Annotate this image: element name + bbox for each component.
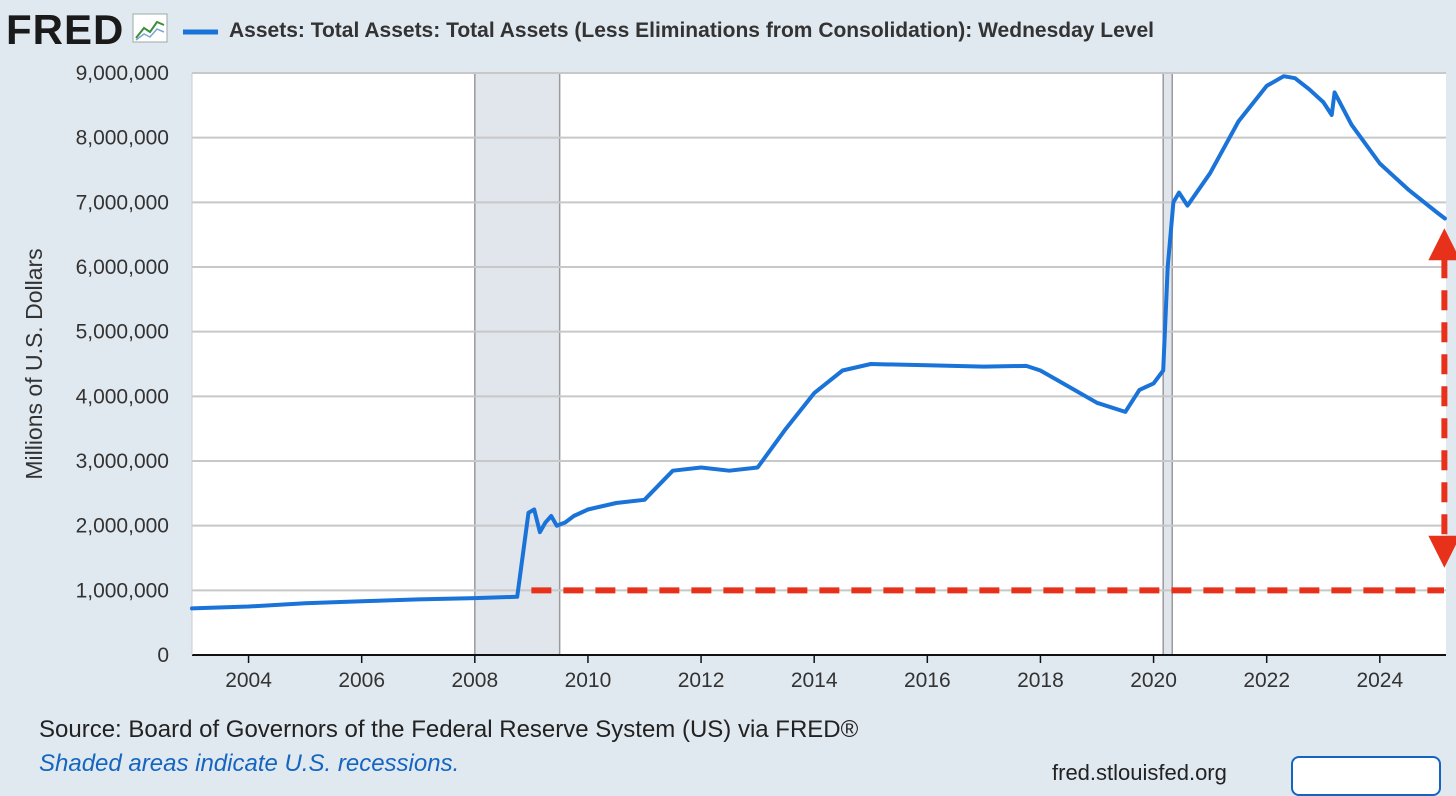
y-tick-label: 8,000,000 bbox=[76, 127, 169, 150]
y-tick-label: 1,000,000 bbox=[76, 579, 169, 602]
x-tick-label: 2014 bbox=[791, 669, 838, 692]
y-tick-label: 6,000,000 bbox=[76, 256, 169, 279]
x-tick-label: 2020 bbox=[1130, 669, 1177, 692]
x-tick-label: 2006 bbox=[338, 669, 385, 692]
y-tick-label: 2,000,000 bbox=[76, 515, 169, 538]
fred-logo-text: FRED bbox=[6, 6, 124, 53]
x-axis-ticks: 2004 2006 2008 2010 2012 2014 2016 2018 2020 2022… bbox=[225, 655, 1403, 692]
source-note: Source: Board of Governors of the Federa… bbox=[39, 716, 859, 743]
y-axis-label: Millions of U.S. Dollars bbox=[21, 248, 47, 479]
y-tick-label: 3,000,000 bbox=[76, 450, 169, 473]
arrow-head-up bbox=[1428, 228, 1456, 261]
fred-logo-chart-icon bbox=[132, 13, 168, 43]
y-tick-label: 5,000,000 bbox=[76, 321, 169, 344]
y-tick-label: 7,000,000 bbox=[76, 191, 169, 214]
x-tick-label: 2022 bbox=[1243, 669, 1290, 692]
recession-band-1 bbox=[1163, 73, 1173, 655]
x-tick-label: 2008 bbox=[451, 669, 498, 692]
legend-label: Assets: Total Assets: Total Assets (Less… bbox=[229, 19, 1154, 42]
x-tick-label: 2010 bbox=[565, 669, 612, 692]
recession-note[interactable]: Shaded areas indicate U.S. recessions. bbox=[39, 750, 460, 777]
chart: FRED Assets: Total Assets: Total Assets … bbox=[6, 6, 1456, 692]
x-tick-label: 2018 bbox=[1017, 669, 1064, 692]
y-tick-label: 9,000,000 bbox=[76, 62, 169, 85]
annotations bbox=[531, 228, 1456, 594]
site-url[interactable]: fred.stlouisfed.org bbox=[1052, 760, 1227, 785]
series-layer bbox=[190, 74, 1447, 611]
recession-band-0 bbox=[474, 73, 560, 655]
arrow-head-down bbox=[1428, 535, 1456, 568]
x-tick-label: 2012 bbox=[678, 669, 725, 692]
series-line-0 bbox=[190, 74, 1447, 611]
y-axis-ticks: 0 1,000,000 2,000,000 3,000,000 4,000,000 5,0… bbox=[76, 62, 169, 667]
y-tick-label: 4,000,000 bbox=[76, 385, 169, 408]
edit-graph-button[interactable] bbox=[1291, 756, 1441, 796]
x-tick-label: 2016 bbox=[904, 669, 951, 692]
x-tick-label: 2004 bbox=[225, 669, 272, 692]
plot-area bbox=[192, 73, 1446, 655]
x-tick-label: 2024 bbox=[1356, 669, 1403, 692]
y-tick-label: 0 bbox=[157, 644, 169, 667]
